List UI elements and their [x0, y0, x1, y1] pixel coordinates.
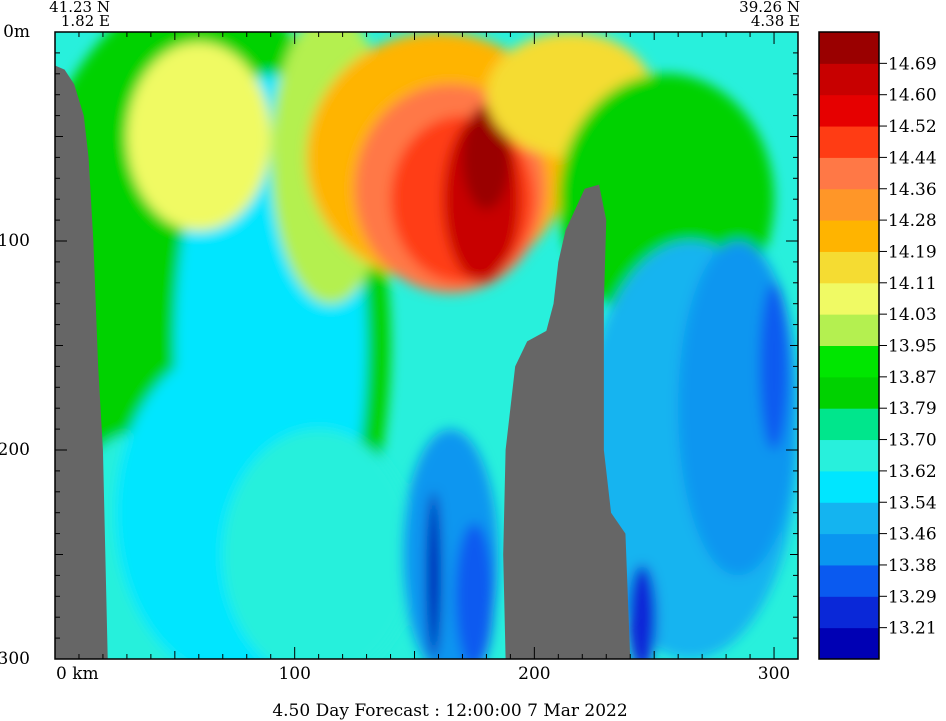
colorbar-label: 14.52	[888, 117, 937, 137]
colorbar-label: 13.95	[888, 337, 937, 357]
colorbar-label: 13.87	[888, 368, 937, 388]
y-tick-label: 300	[0, 649, 30, 669]
colorbar-swatch	[819, 502, 879, 535]
colorbar-swatch	[819, 63, 879, 96]
colorbar-label: 13.62	[888, 462, 937, 482]
colorbar-swatch	[819, 627, 879, 660]
y-tick-label: 0m	[3, 22, 30, 42]
temperature-region-11	[462, 105, 511, 210]
x-tick-label: 300	[758, 664, 790, 684]
colorbar-swatch	[819, 126, 879, 158]
colorbar-label: 14.69	[888, 54, 937, 74]
colorbar-swatch	[819, 157, 879, 190]
colorbar-swatch	[819, 314, 879, 346]
x-tick-label: 200	[518, 664, 550, 684]
colorbar-label: 13.46	[888, 525, 937, 545]
section-axes: 0 km 100 200 300 0m 100 200 300	[0, 22, 799, 684]
colorbar-label: 14.19	[888, 242, 937, 262]
x-tick-label: 100	[278, 664, 310, 684]
section-plot	[55, 32, 798, 659]
colorbar-swatch	[819, 220, 879, 252]
colorbar-label: 14.60	[888, 86, 937, 106]
colorbar-swatch	[819, 345, 879, 378]
colorbar-label: 14.11	[888, 274, 937, 294]
y-tick-label: 100	[0, 231, 30, 251]
colorbar-swatch	[819, 596, 879, 629]
colorbar-swatch	[819, 470, 879, 503]
colorbar-swatch	[819, 439, 879, 472]
colorbar-swatch	[819, 94, 879, 127]
colorbar-label: 14.03	[888, 305, 937, 325]
colorbar-swatch	[819, 564, 879, 597]
colorbar-swatch	[819, 188, 879, 221]
y-tick-label: 200	[0, 440, 30, 460]
colorbar-label: 13.54	[888, 493, 937, 513]
colorbar-swatch	[819, 251, 879, 284]
temperature-region-18	[426, 491, 441, 659]
temperature-region-4	[222, 429, 415, 659]
seabed-left	[55, 65, 108, 659]
temperature-region-5	[126, 42, 271, 231]
start-lat: 41.23 N	[49, 0, 110, 16]
colorbar-swatch	[819, 376, 879, 409]
colorbar-label: 13.38	[888, 556, 937, 576]
temperature-region-20	[627, 564, 657, 659]
colorbar-swatch	[819, 533, 879, 566]
colorbar-swatch	[819, 32, 879, 64]
temperature-region-16	[759, 282, 789, 450]
end-lon: 4.38 E	[751, 12, 800, 30]
temperature-region-19	[455, 523, 494, 659]
colorbar-label: 13.70	[888, 431, 937, 451]
colorbar-label: 14.28	[888, 211, 937, 231]
start-lon: 1.82 E	[61, 12, 110, 30]
colorbar-label: 14.44	[888, 148, 937, 168]
colorbar-label: 14.36	[888, 180, 937, 200]
colorbar-swatch	[819, 408, 879, 441]
colorbar-label: 13.79	[888, 399, 937, 419]
seabed-ridge	[503, 184, 631, 659]
colorbar: 13.21 13.29 13.38 13.46 13.54 13.62 13.70 13.79…	[818, 31, 937, 660]
chart-title: 4.50 Day Forecast : 12:00:00 7 Mar 2022	[272, 701, 627, 721]
colorbar-swatch	[819, 282, 879, 315]
colorbar-label: 13.21	[888, 619, 937, 639]
end-lat: 39.26 N	[739, 0, 800, 16]
x-tick-label: 0 km	[56, 664, 99, 684]
colorbar-label: 13.29	[888, 587, 937, 607]
